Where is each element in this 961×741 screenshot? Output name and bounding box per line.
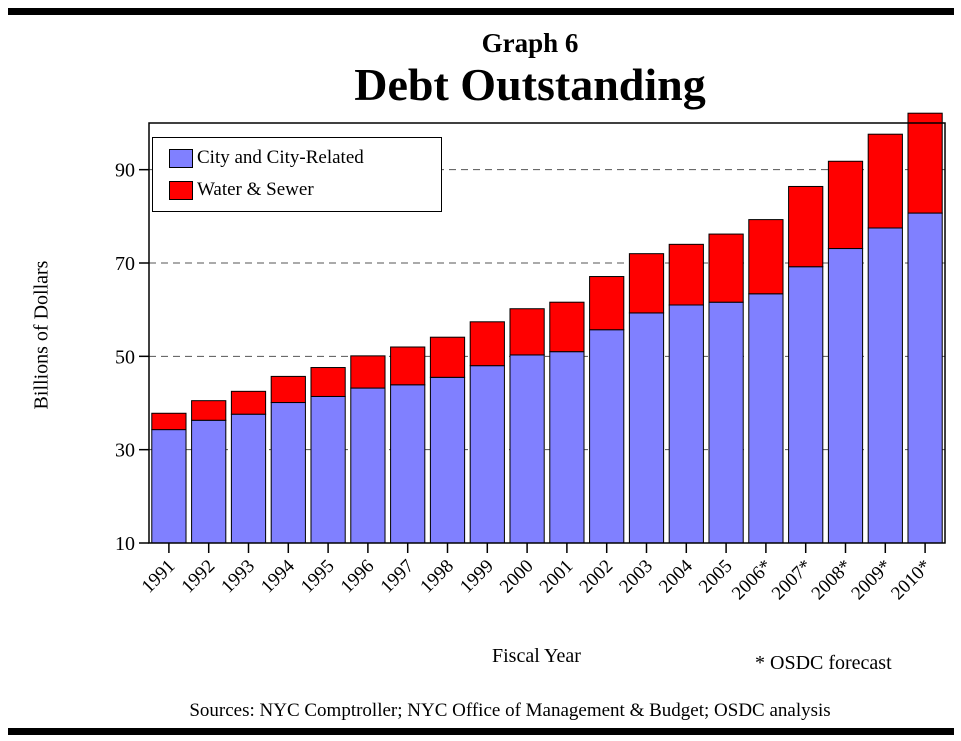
bar-water-2007 — [788, 185, 824, 268]
x-tick-label-2003: 2003 — [615, 556, 657, 598]
x-tick-label-1992: 1992 — [178, 556, 220, 598]
bar-water-1991 — [151, 412, 187, 431]
forecast-footnote: * OSDC forecast — [755, 652, 892, 674]
y-tick-label-30: 30 — [115, 440, 135, 462]
bar-city-1997 — [390, 384, 426, 544]
bar-water-2010 — [907, 112, 943, 214]
bar-water-2001 — [549, 301, 585, 353]
x-axis: 1991199219931994199519961997199819992000… — [138, 543, 936, 604]
bar-city-2004 — [668, 304, 704, 544]
chart-title: Debt Outstanding — [354, 59, 706, 110]
top-rule — [8, 8, 954, 15]
x-tick-label-1997: 1997 — [377, 556, 419, 598]
legend-label-city: City and City-Related — [197, 147, 364, 168]
bar-water-2000 — [509, 308, 545, 356]
x-tick-label-2002: 2002 — [576, 556, 618, 598]
bar-water-1997 — [390, 346, 426, 386]
bar-city-2001 — [549, 351, 585, 544]
bar-water-1998 — [429, 336, 466, 378]
legend-swatch-city — [169, 148, 193, 168]
y-tick-label-70: 70 — [115, 253, 135, 275]
bar-city-2000 — [509, 354, 545, 544]
bar-water-1999 — [469, 321, 505, 367]
bar-city-2003 — [628, 312, 665, 544]
bar-water-1996 — [350, 355, 386, 389]
x-tick-label-2010: 2010* — [887, 556, 935, 604]
source-note: Sources: NYC Comptroller; NYC Office of … — [189, 700, 831, 721]
bar-city-1998 — [429, 376, 466, 544]
legend-swatch-water — [169, 180, 193, 200]
bar-city-1991 — [151, 429, 187, 544]
bar-water-2009 — [867, 133, 903, 229]
y-tick-label-10: 10 — [115, 533, 135, 555]
x-tick-label-1995: 1995 — [297, 556, 339, 598]
x-tick-label-1993: 1993 — [217, 556, 259, 598]
bottom-rule — [8, 728, 954, 735]
bar-city-2002 — [589, 329, 625, 544]
x-tick-label-1999: 1999 — [456, 556, 498, 598]
bar-city-1996 — [350, 387, 386, 544]
bar-city-2007 — [788, 266, 824, 544]
x-tick-label-1996: 1996 — [337, 556, 379, 598]
bar-city-2006 — [748, 293, 784, 544]
bar-city-1993 — [230, 413, 267, 544]
x-tick-label-2008: 2008* — [808, 556, 856, 604]
bar-city-1992 — [191, 419, 227, 544]
bar-water-1995 — [310, 367, 346, 397]
bar-city-2005 — [708, 301, 744, 544]
x-tick-label-2004: 2004 — [655, 555, 697, 597]
bar-water-1992 — [191, 400, 227, 421]
bar-city-1999 — [469, 365, 505, 544]
plot-frame — [148, 122, 946, 544]
legend: City and City-Related Water & Sewer — [152, 137, 442, 212]
x-tick-label-2009: 2009* — [847, 556, 895, 604]
x-tick-label-2001: 2001 — [536, 556, 578, 598]
x-tick-label-2000: 2000 — [496, 556, 538, 598]
y-axis: 10 30 50 70 90 — [115, 160, 149, 555]
bars — [151, 112, 943, 544]
y-axis-label: Billions of Dollars — [30, 260, 53, 410]
legend-label-water: Water & Sewer — [197, 179, 314, 200]
bar-city-2008 — [827, 248, 864, 544]
bar-city-1994 — [270, 402, 306, 544]
x-tick-label-2007: 2007* — [768, 556, 816, 604]
bar-water-2003 — [628, 253, 665, 314]
bar-water-1993 — [230, 390, 267, 415]
x-tick-label-1991: 1991 — [138, 556, 180, 598]
graph-label: Graph 6 — [481, 28, 579, 58]
bar-water-2006 — [748, 219, 784, 295]
x-axis-label: Fiscal Year — [492, 645, 581, 667]
bar-water-2008 — [827, 160, 864, 250]
bar-city-2010 — [907, 212, 943, 544]
x-tick-label-1994: 1994 — [257, 555, 299, 597]
bar-city-1995 — [310, 395, 346, 544]
bar-water-1994 — [270, 375, 306, 404]
x-tick-label-1998: 1998 — [416, 556, 458, 598]
bar-city-2009 — [867, 227, 903, 544]
bar-water-2004 — [668, 243, 704, 306]
x-tick-label-2006: 2006* — [728, 556, 776, 604]
bar-water-2002 — [589, 276, 625, 331]
y-tick-label-90: 90 — [115, 160, 135, 182]
bar-water-2005 — [708, 233, 744, 303]
legend-item-water: Water & Sewer — [169, 179, 314, 201]
y-tick-label-50: 50 — [115, 346, 135, 368]
legend-item-city: City and City-Related — [169, 147, 364, 169]
